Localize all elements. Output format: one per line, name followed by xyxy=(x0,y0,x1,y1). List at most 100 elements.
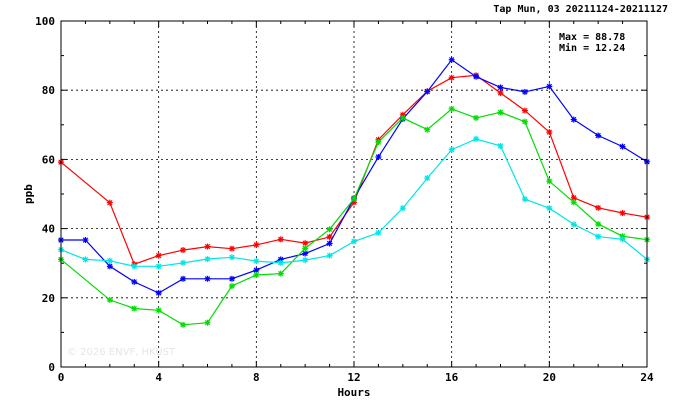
data-point xyxy=(253,271,260,278)
series-group xyxy=(58,56,650,328)
data-point xyxy=(106,296,113,303)
data-point xyxy=(204,243,211,250)
data-point xyxy=(497,142,504,149)
data-point xyxy=(204,275,211,282)
watermark-text: © 2026 ENVF, HKUST xyxy=(67,347,176,358)
data-point xyxy=(399,205,406,212)
data-point xyxy=(619,143,626,150)
data-point xyxy=(106,199,113,206)
data-point xyxy=(228,254,235,261)
data-point xyxy=(521,118,528,125)
data-point xyxy=(595,132,602,139)
data-point xyxy=(131,278,138,285)
data-point xyxy=(619,236,626,243)
data-point xyxy=(131,263,138,270)
data-point xyxy=(448,105,455,112)
tick-labels: 0 4 8 12 16 20 24 0 20 40 60 80 100 xyxy=(35,15,654,384)
series-3 xyxy=(58,105,650,328)
series-line xyxy=(60,108,648,326)
data-point xyxy=(375,153,382,160)
data-point xyxy=(131,305,138,312)
data-point xyxy=(155,252,162,259)
data-point xyxy=(180,259,187,266)
data-point xyxy=(448,74,455,81)
x-tick-label: 12 xyxy=(347,371,360,384)
series-4 xyxy=(58,135,650,270)
x-tick-label: 16 xyxy=(445,371,459,384)
data-point xyxy=(155,263,162,270)
data-point xyxy=(424,88,431,95)
data-point xyxy=(570,116,577,123)
data-point xyxy=(204,256,211,263)
data-point xyxy=(521,196,528,203)
data-point xyxy=(351,238,357,245)
data-point xyxy=(82,256,89,263)
data-point xyxy=(326,226,333,233)
data-point xyxy=(155,289,162,296)
data-point xyxy=(570,221,577,228)
data-point xyxy=(302,240,309,247)
data-point xyxy=(326,233,333,240)
data-point xyxy=(302,250,309,257)
y-tick-label: 60 xyxy=(42,153,55,166)
data-point xyxy=(228,283,235,290)
data-point xyxy=(424,175,431,182)
data-point xyxy=(82,237,89,244)
data-point xyxy=(399,114,406,121)
data-point xyxy=(204,319,211,326)
y-tick-label: 40 xyxy=(42,223,55,236)
data-point xyxy=(473,73,480,80)
y-tick-label: 20 xyxy=(42,292,55,305)
data-point xyxy=(473,114,480,121)
data-point xyxy=(497,89,504,96)
data-point xyxy=(155,307,162,314)
data-point xyxy=(448,146,455,153)
data-point xyxy=(375,139,382,146)
data-point xyxy=(424,126,431,133)
data-point xyxy=(448,56,455,63)
data-point xyxy=(521,88,528,95)
data-point xyxy=(546,205,553,212)
y-tick-label: 0 xyxy=(48,361,55,374)
x-tick-label: 4 xyxy=(155,371,162,384)
chart-title: Tap Mun, 03 20211124-20211127 xyxy=(493,4,668,15)
y-axis-title: ppb xyxy=(22,184,35,204)
x-axis-title: Hours xyxy=(337,386,370,399)
data-point xyxy=(473,135,480,142)
max-label: Max = 88.78 xyxy=(559,32,625,43)
data-point xyxy=(106,257,113,264)
data-point xyxy=(326,252,333,259)
y-tick-label: 100 xyxy=(35,15,55,28)
plot-frame xyxy=(60,20,648,368)
data-point xyxy=(253,258,260,265)
grid-lines xyxy=(61,21,647,367)
data-point xyxy=(619,210,626,217)
data-point xyxy=(302,245,309,252)
data-point xyxy=(228,245,235,252)
data-point xyxy=(351,195,357,202)
x-tick-label: 20 xyxy=(543,371,556,384)
data-point xyxy=(326,240,333,247)
data-point xyxy=(277,259,284,266)
data-point xyxy=(180,247,187,254)
data-point xyxy=(180,321,187,328)
data-point xyxy=(277,236,284,243)
data-point xyxy=(228,275,235,282)
data-point xyxy=(546,83,553,90)
data-point xyxy=(521,107,528,114)
data-point xyxy=(302,257,309,264)
data-point xyxy=(253,241,260,248)
data-point xyxy=(180,275,187,282)
data-point xyxy=(595,221,602,228)
data-point xyxy=(277,270,284,277)
data-point xyxy=(497,109,504,116)
min-label: Min = 12.24 xyxy=(559,42,625,54)
data-point xyxy=(546,129,553,136)
data-point xyxy=(595,204,602,211)
x-tick-label: 24 xyxy=(640,371,654,384)
y-tick-label: 80 xyxy=(42,84,55,97)
x-tick-label: 0 xyxy=(58,371,65,384)
data-point xyxy=(546,178,553,185)
series-line xyxy=(60,74,648,265)
